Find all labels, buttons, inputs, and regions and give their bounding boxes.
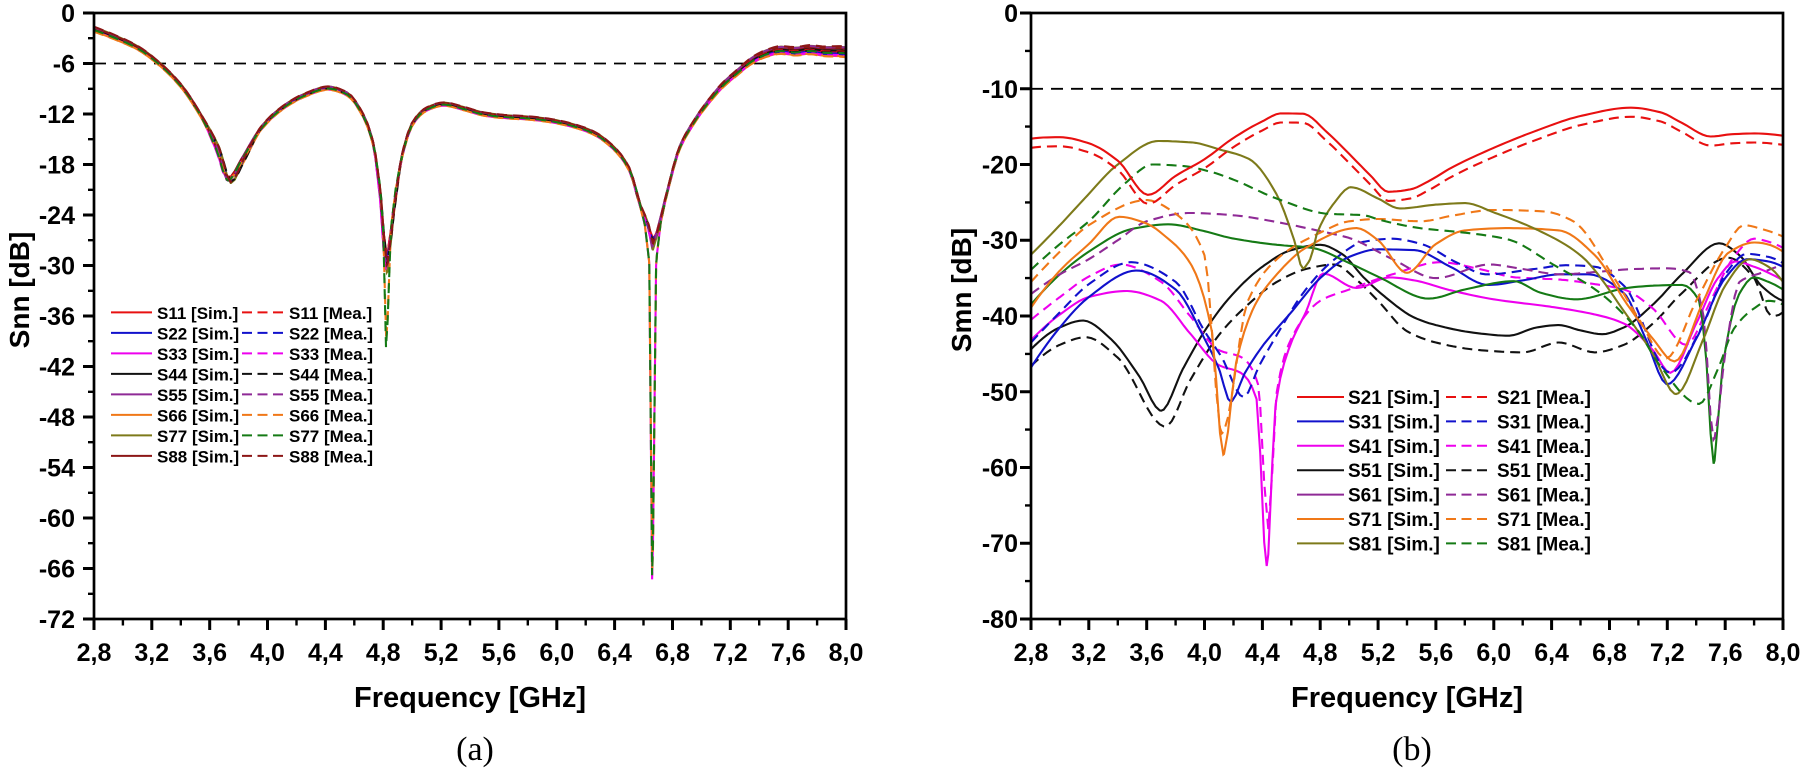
svg-text:S21 [Mea.]: S21 [Mea.] xyxy=(1497,388,1591,409)
svg-text:5,6: 5,6 xyxy=(482,639,517,667)
svg-text:S31 [Sim.]: S31 [Sim.] xyxy=(1348,412,1440,433)
svg-text:-36: -36 xyxy=(39,303,75,331)
svg-text:S21 [Sim.]: S21 [Sim.] xyxy=(1348,388,1440,409)
svg-text:Snn [dB]: Snn [dB] xyxy=(4,232,35,349)
svg-text:3,6: 3,6 xyxy=(1129,639,1164,667)
svg-text:S51 [Sim.]: S51 [Sim.] xyxy=(1348,461,1440,482)
svg-text:6,4: 6,4 xyxy=(597,639,632,667)
svg-text:S61 [Sim.]: S61 [Sim.] xyxy=(1348,486,1440,507)
svg-text:6,8: 6,8 xyxy=(1592,639,1627,667)
svg-text:S71 [Sim.]: S71 [Sim.] xyxy=(1348,510,1440,531)
svg-text:S33 [Mea.]: S33 [Mea.] xyxy=(289,345,373,364)
svg-text:S66 [Mea.]: S66 [Mea.] xyxy=(289,406,373,425)
svg-text:3,2: 3,2 xyxy=(1071,639,1106,667)
svg-text:S11 [Sim.]: S11 [Sim.] xyxy=(157,304,238,323)
svg-text:Smn [dB]: Smn [dB] xyxy=(946,228,977,352)
svg-text:7,6: 7,6 xyxy=(771,639,806,667)
svg-text:-30: -30 xyxy=(39,253,75,281)
svg-text:0: 0 xyxy=(1004,0,1018,28)
svg-text:4,4: 4,4 xyxy=(1245,639,1280,667)
svg-text:7,2: 7,2 xyxy=(713,639,748,667)
svg-text:2,8: 2,8 xyxy=(77,639,112,667)
svg-text:-24: -24 xyxy=(39,202,75,230)
svg-text:-72: -72 xyxy=(39,606,75,634)
svg-text:S11 [Mea.]: S11 [Mea.] xyxy=(289,304,372,323)
svg-text:5,2: 5,2 xyxy=(424,639,459,667)
svg-text:-80: -80 xyxy=(982,606,1018,634)
svg-text:-12: -12 xyxy=(39,101,75,129)
svg-text:S41 [Sim.]: S41 [Sim.] xyxy=(1348,437,1440,458)
svg-text:S61 [Mea.]: S61 [Mea.] xyxy=(1497,486,1591,507)
svg-text:-6: -6 xyxy=(53,51,75,79)
svg-text:4,8: 4,8 xyxy=(366,639,401,667)
svg-text:S77 [Mea.]: S77 [Mea.] xyxy=(289,427,373,446)
svg-text:-60: -60 xyxy=(39,505,75,533)
svg-text:-48: -48 xyxy=(39,404,75,432)
svg-text:S31 [Mea.]: S31 [Mea.] xyxy=(1497,412,1591,433)
svg-text:8,0: 8,0 xyxy=(829,639,864,667)
svg-text:(a): (a) xyxy=(456,731,494,768)
svg-text:S81 [Sim.]: S81 [Sim.] xyxy=(1348,534,1440,555)
svg-text:S55 [Sim.]: S55 [Sim.] xyxy=(157,386,239,405)
svg-text:-20: -20 xyxy=(982,152,1018,180)
svg-text:-50: -50 xyxy=(982,379,1018,407)
svg-text:5,2: 5,2 xyxy=(1361,639,1396,667)
svg-text:2,8: 2,8 xyxy=(1014,639,1049,667)
svg-text:4,4: 4,4 xyxy=(308,639,343,667)
svg-text:Frequency [GHz]: Frequency [GHz] xyxy=(354,682,586,714)
svg-text:S66 [Sim.]: S66 [Sim.] xyxy=(157,406,239,425)
svg-text:S22 [Mea.]: S22 [Mea.] xyxy=(289,324,373,343)
svg-text:8,0: 8,0 xyxy=(1766,639,1801,667)
svg-text:7,6: 7,6 xyxy=(1708,639,1743,667)
svg-text:S88 [Mea.]: S88 [Mea.] xyxy=(289,447,373,466)
svg-text:-18: -18 xyxy=(39,152,75,180)
svg-text:S88 [Sim.]: S88 [Sim.] xyxy=(157,447,239,466)
svg-text:S55 [Mea.]: S55 [Mea.] xyxy=(289,386,373,405)
svg-text:3,2: 3,2 xyxy=(134,639,169,667)
svg-text:3,6: 3,6 xyxy=(192,639,227,667)
svg-text:S44 [Mea.]: S44 [Mea.] xyxy=(289,365,373,384)
svg-text:S71 [Mea.]: S71 [Mea.] xyxy=(1497,510,1591,531)
svg-text:7,2: 7,2 xyxy=(1650,639,1685,667)
svg-text:-10: -10 xyxy=(982,76,1018,104)
svg-text:-70: -70 xyxy=(982,530,1018,558)
svg-text:-54: -54 xyxy=(39,455,75,483)
svg-text:4,8: 4,8 xyxy=(1303,639,1338,667)
svg-text:5,6: 5,6 xyxy=(1419,639,1454,667)
svg-text:S77 [Sim.]: S77 [Sim.] xyxy=(157,427,239,446)
svg-text:6,0: 6,0 xyxy=(539,639,574,667)
svg-text:-40: -40 xyxy=(982,303,1018,331)
svg-text:6,4: 6,4 xyxy=(1534,639,1569,667)
svg-text:-60: -60 xyxy=(982,455,1018,483)
svg-text:-30: -30 xyxy=(982,227,1018,255)
svg-text:S81 [Mea.]: S81 [Mea.] xyxy=(1497,534,1591,555)
svg-text:4,0: 4,0 xyxy=(1187,639,1222,667)
svg-text:-66: -66 xyxy=(39,556,75,584)
svg-text:4,0: 4,0 xyxy=(250,639,285,667)
svg-text:6,0: 6,0 xyxy=(1476,639,1511,667)
svg-text:S22 [Sim.]: S22 [Sim.] xyxy=(157,324,239,343)
svg-text:(b): (b) xyxy=(1392,731,1432,768)
svg-text:-42: -42 xyxy=(39,354,75,382)
svg-text:S41 [Mea.]: S41 [Mea.] xyxy=(1497,437,1591,458)
svg-text:6,8: 6,8 xyxy=(655,639,690,667)
svg-text:0: 0 xyxy=(61,0,75,28)
svg-text:S51 [Mea.]: S51 [Mea.] xyxy=(1497,461,1591,482)
svg-text:S44 [Sim.]: S44 [Sim.] xyxy=(157,365,239,384)
svg-text:S33 [Sim.]: S33 [Sim.] xyxy=(157,345,239,364)
svg-text:Frequency [GHz]: Frequency [GHz] xyxy=(1291,682,1523,714)
